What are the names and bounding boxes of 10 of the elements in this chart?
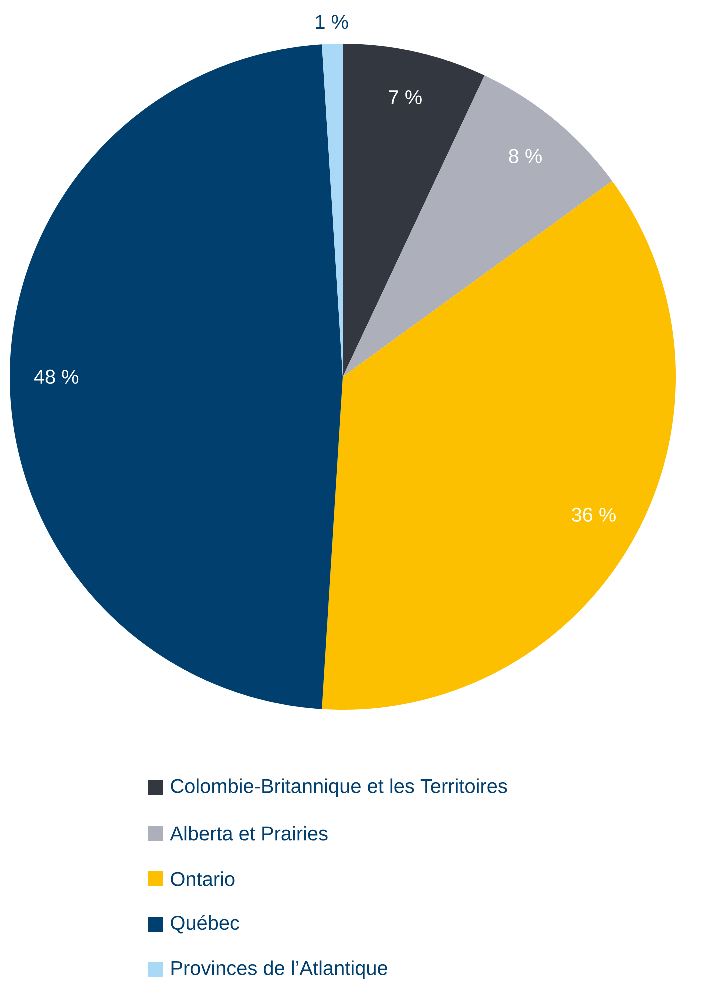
data-label: 36 % <box>572 508 616 522</box>
data-label: 48 % <box>34 370 79 384</box>
legend-label: Alberta et Prairies <box>170 826 328 841</box>
legend-label: Colombie-Britannique et les Territoires <box>171 778 508 798</box>
data-label: 1 % <box>316 15 348 30</box>
legend-label: Québec <box>171 915 240 934</box>
legend-label: Ontario <box>171 872 235 886</box>
legend-label: Provinces de l’Atlantique <box>172 960 388 980</box>
data-label: 7 % <box>389 90 422 104</box>
data-label: 8 % <box>509 149 542 164</box>
